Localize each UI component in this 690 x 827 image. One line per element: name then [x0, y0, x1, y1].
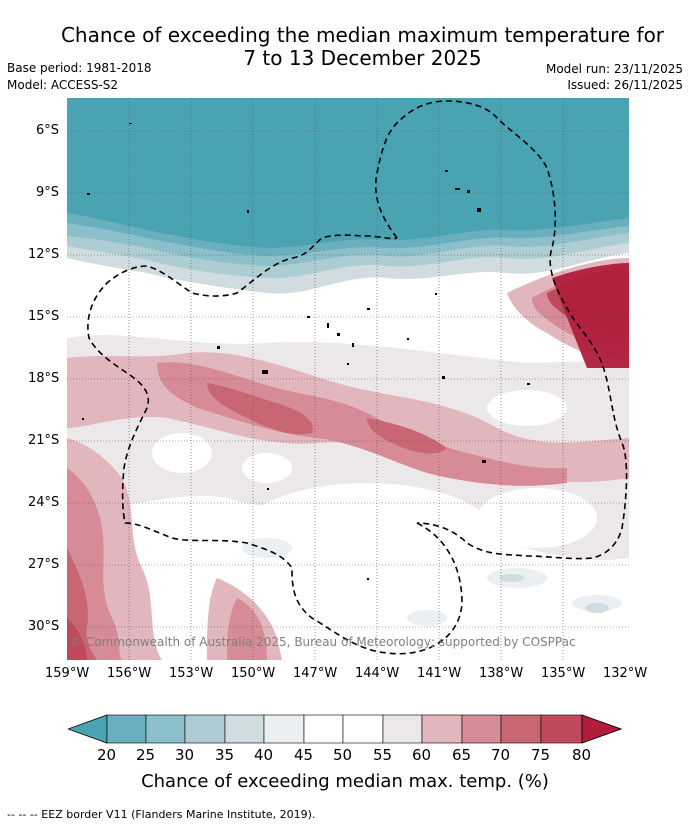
colorbar-tick: 55: [373, 746, 393, 764]
eez-border: [87, 100, 628, 655]
lat-label: 30°S: [28, 619, 60, 634]
eez-legend: -- -- -- EEZ border V11 (Flanders Marine…: [7, 808, 316, 821]
probability-map: © Commonwealth of Australia 2025, Bureau…: [67, 98, 629, 660]
colorbar-tick: 30: [175, 746, 195, 764]
lon-label: 141°W: [417, 666, 462, 681]
issued-date: Issued: 26/11/2025: [567, 78, 683, 92]
model-name: Model: ACCESS-S2: [7, 78, 119, 92]
copyright-notice: © Commonwealth of Australia 2025, Bureau…: [70, 635, 576, 649]
colorbar-tick: 75: [531, 746, 551, 764]
lat-label: 6°S: [36, 123, 60, 138]
lon-label: 135°W: [541, 666, 586, 681]
colorbar-tick: 70: [491, 746, 511, 764]
lon-label: 132°W: [603, 666, 648, 681]
lon-label: 159°W: [45, 666, 90, 681]
lat-label: 12°S: [28, 247, 60, 262]
colorbar-high-arrow: [581, 714, 622, 744]
lat-label: 15°S: [28, 309, 60, 324]
lat-label: 27°S: [28, 557, 60, 572]
lon-label: 138°W: [479, 666, 524, 681]
base-period: Base period: 1981-2018: [7, 61, 152, 75]
colorbar-tick: 50: [333, 746, 353, 764]
islands: [82, 123, 530, 580]
lat-label: 21°S: [28, 433, 60, 448]
colorbar-tick: 60: [412, 746, 432, 764]
colorbar-tick: 20: [97, 746, 117, 764]
lat-label: 18°S: [28, 371, 60, 386]
colorbar-tick: 25: [136, 746, 156, 764]
lon-label: 144°W: [355, 666, 400, 681]
colorbar-tick: 45: [294, 746, 314, 764]
colorbar-tick: 65: [452, 746, 472, 764]
chart-title-line1: Chance of exceeding the median maximum t…: [60, 23, 665, 47]
lon-label: 153°W: [169, 666, 214, 681]
lon-label: 147°W: [293, 666, 338, 681]
chart-title-line2: 7 to 13 December 2025: [243, 46, 482, 70]
lon-label: 150°W: [231, 666, 276, 681]
lat-label: 9°S: [36, 185, 60, 200]
colorbar-label: Chance of exceeding median max. temp. (%…: [141, 771, 549, 792]
map-canvas: © Commonwealth of Australia 2025, Bureau…: [67, 98, 629, 660]
colorbar-tick: 40: [254, 746, 274, 764]
colorbar-low-arrow: [68, 714, 108, 744]
colorbar-tick: 80: [572, 746, 592, 764]
lat-label: 24°S: [28, 495, 60, 510]
model-run: Model run: 23/11/2025: [545, 62, 683, 76]
colorbar-tick: 35: [215, 746, 235, 764]
colorbar: [68, 714, 622, 744]
lon-label: 156°W: [107, 666, 152, 681]
graticule: [67, 98, 629, 660]
